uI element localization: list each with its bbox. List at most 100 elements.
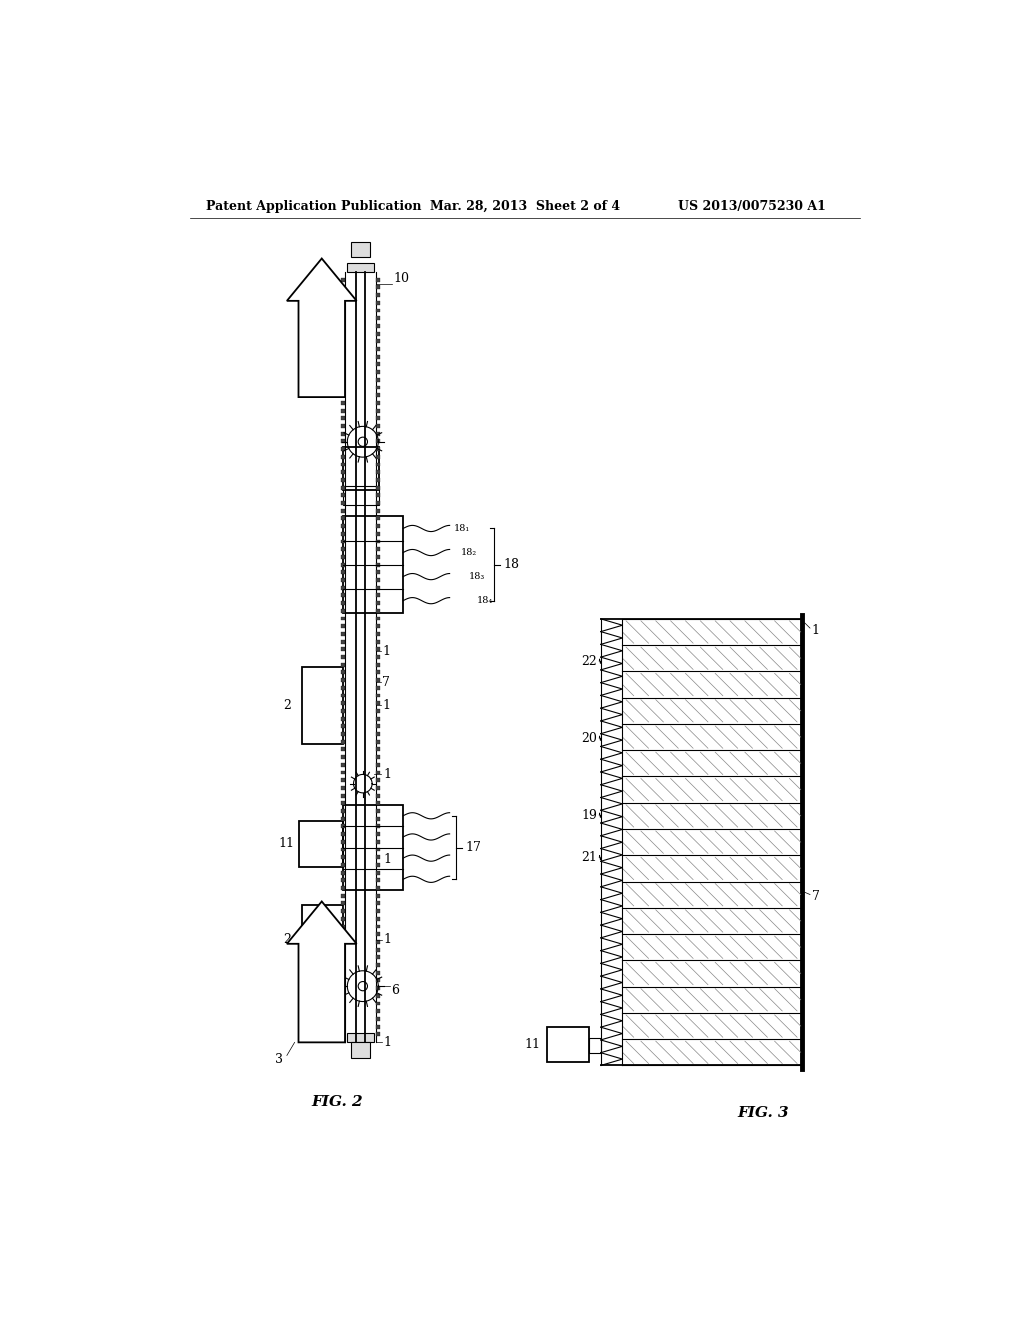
Text: FIG. 2: FIG. 2 [311, 1094, 364, 1109]
Bar [376, 508, 380, 512]
Bar [376, 355, 380, 359]
Text: 17: 17 [465, 841, 481, 854]
Bar [341, 840, 345, 843]
Bar [341, 948, 345, 952]
Bar [341, 932, 345, 936]
Bar [376, 401, 380, 405]
Bar [376, 578, 380, 582]
Bar [376, 609, 380, 612]
Bar [376, 462, 380, 466]
Bar [341, 956, 345, 960]
Bar [376, 309, 380, 313]
Bar [376, 393, 380, 397]
Bar [376, 863, 380, 867]
Bar [376, 385, 380, 389]
Bar [376, 1010, 380, 1014]
Bar [341, 863, 345, 867]
Bar [341, 871, 345, 875]
Bar [376, 733, 380, 737]
Bar [341, 825, 345, 829]
Bar [341, 847, 345, 851]
Text: 18₃: 18₃ [469, 572, 485, 581]
Text: 18₂: 18₂ [461, 548, 477, 557]
Bar [341, 640, 345, 644]
Text: 20: 20 [581, 731, 597, 744]
Bar [341, 586, 345, 590]
Bar [341, 917, 345, 921]
Bar [341, 733, 345, 737]
Text: 1: 1 [382, 698, 390, 711]
Bar [341, 747, 345, 751]
Bar [376, 771, 380, 775]
Bar [341, 508, 345, 512]
Text: 1: 1 [384, 853, 392, 866]
Bar [341, 678, 345, 682]
Bar [376, 331, 380, 335]
Bar [376, 994, 380, 998]
Bar [341, 771, 345, 775]
Bar [343, 516, 403, 612]
Bar [376, 909, 380, 913]
Bar [341, 401, 345, 405]
Bar [341, 416, 345, 420]
Bar [376, 478, 380, 482]
Bar [341, 693, 345, 697]
Bar [376, 440, 380, 444]
Bar [376, 1024, 380, 1028]
Bar [547, 1027, 589, 1061]
Bar [341, 909, 345, 913]
Bar [376, 293, 380, 297]
Bar [341, 994, 345, 998]
Bar [376, 924, 380, 928]
Bar [376, 548, 380, 552]
Bar [376, 825, 380, 829]
Bar [376, 717, 380, 721]
Bar [341, 540, 345, 544]
Bar [341, 455, 345, 459]
Bar [376, 601, 380, 605]
Bar [376, 840, 380, 843]
Bar [341, 516, 345, 520]
Bar [341, 1024, 345, 1028]
Bar [376, 671, 380, 675]
Bar [341, 663, 345, 667]
Bar [376, 409, 380, 412]
Bar [376, 494, 380, 498]
Bar [376, 948, 380, 952]
Bar [376, 855, 380, 859]
Bar [341, 647, 345, 651]
Bar [341, 462, 345, 466]
Bar [343, 805, 403, 890]
Text: 1: 1 [382, 644, 390, 657]
Bar [376, 586, 380, 590]
Bar [376, 447, 380, 451]
Bar [376, 455, 380, 459]
Bar [376, 532, 380, 536]
Bar [376, 686, 380, 689]
Bar [341, 494, 345, 498]
Bar [341, 855, 345, 859]
Bar [341, 609, 345, 612]
Bar [376, 809, 380, 813]
Bar [376, 894, 380, 898]
Text: 11: 11 [279, 837, 295, 850]
Text: 7: 7 [382, 676, 390, 689]
Bar [341, 1010, 345, 1014]
Text: 22: 22 [582, 655, 597, 668]
Bar [376, 416, 380, 420]
Bar [341, 1016, 345, 1020]
Bar [376, 285, 380, 289]
Bar [341, 817, 345, 821]
Bar [341, 601, 345, 605]
Bar [376, 640, 380, 644]
Text: 18₄: 18₄ [477, 597, 493, 605]
Text: 1: 1 [384, 768, 392, 781]
Bar [376, 747, 380, 751]
Bar [376, 594, 380, 598]
Bar [376, 701, 380, 705]
Text: 1: 1 [384, 933, 392, 946]
Bar [341, 309, 345, 313]
Bar [341, 886, 345, 890]
Bar [376, 1016, 380, 1020]
Bar [341, 970, 345, 974]
